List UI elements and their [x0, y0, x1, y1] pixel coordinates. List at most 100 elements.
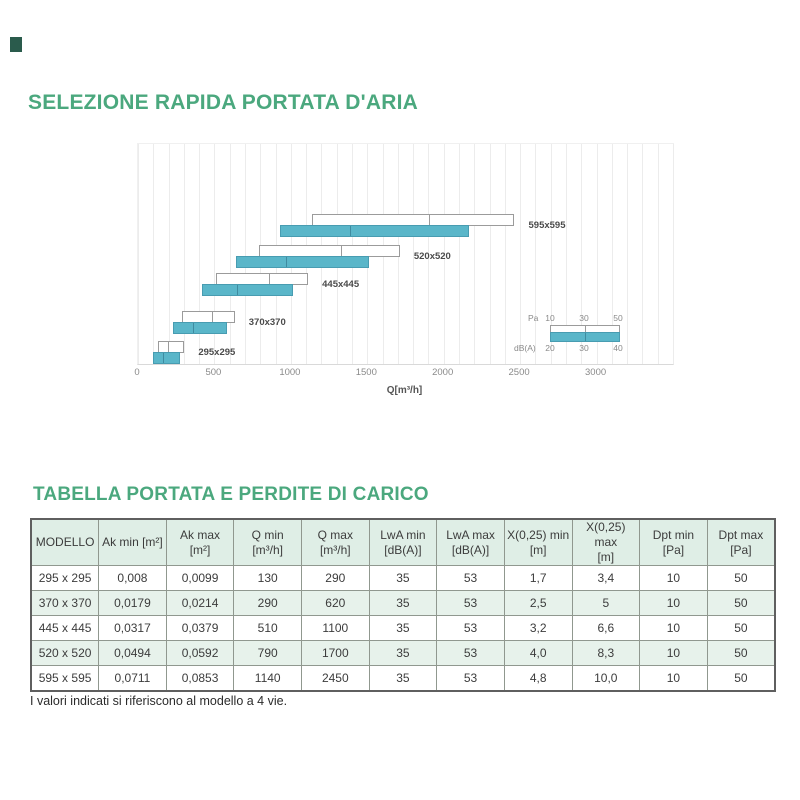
- column-header-line1: Q min: [251, 527, 284, 542]
- table-row: 595 x 595 0,0711 0,0853 1140 2450 35 53 4,8 10,0…: [30, 665, 776, 692]
- table-cell: 0,0317: [98, 615, 167, 641]
- gridline: [168, 144, 170, 364]
- column-header-line2: [dB(A)]: [451, 542, 490, 557]
- table-cell: 3,4: [571, 565, 641, 591]
- dba-bar-divider: [193, 323, 195, 333]
- table-cell: 0,0494: [98, 640, 167, 666]
- gridline: [642, 144, 644, 364]
- x-tick-label: 1000: [279, 367, 301, 378]
- gridline: [596, 144, 598, 364]
- table-cell: 790: [233, 640, 302, 666]
- table-cell: 10: [639, 565, 708, 591]
- gridline: [199, 144, 201, 364]
- table-cell: 1700: [301, 640, 370, 666]
- table-cell: 370 x 370: [30, 590, 100, 616]
- x-tick-label: 3000: [585, 367, 607, 378]
- table-header-row: MODELLO Ak min [m²] Ak max [m²] Q min [m³/h]…: [30, 518, 776, 566]
- table-cell: 50: [706, 665, 776, 692]
- legend-pa-tick: 30: [579, 313, 589, 323]
- column-header-line2: [m]: [529, 542, 547, 557]
- legend-dba-bar: [550, 332, 620, 342]
- column-header-line2: [m]: [597, 550, 615, 564]
- column-header-line1: MODELLO: [35, 535, 95, 549]
- column-header-line2: [Pa]: [730, 542, 752, 557]
- dba-range-bar-295x295: [153, 352, 181, 364]
- table-cell: 50: [706, 615, 776, 641]
- table-cell: 1100: [301, 615, 370, 641]
- gridline: [627, 144, 629, 364]
- table-cell: 2,5: [503, 590, 573, 616]
- column-header: Dpt min [Pa]: [639, 518, 708, 566]
- table-cell: 0,0711: [98, 665, 167, 692]
- gridline: [489, 144, 491, 364]
- column-header: Dpt max [Pa]: [706, 518, 776, 566]
- gridline: [673, 144, 674, 364]
- gridline: [443, 144, 445, 364]
- dba-range-bar-445x445: [202, 284, 293, 296]
- column-header-line2: [m³/h]: [252, 542, 284, 557]
- pa-bar-divider: [340, 246, 342, 256]
- legend-pa-divider: [585, 326, 586, 332]
- table-cell: 510: [233, 615, 302, 641]
- table-cell: 35: [368, 565, 438, 591]
- gridline: [459, 144, 460, 364]
- table-cell: 50: [706, 565, 776, 591]
- column-header-line1: Q max: [317, 527, 353, 542]
- table-cell: 53: [436, 615, 505, 641]
- column-header-line1: Dpt max: [718, 527, 764, 542]
- dba-bar-divider: [349, 226, 351, 236]
- x-tick-label: 2000: [432, 367, 454, 378]
- column-header: Q min [m³/h]: [233, 518, 302, 566]
- column-header-line1: X(0,25) max: [586, 520, 626, 549]
- table-cell: 35: [368, 640, 438, 666]
- column-header-line1: Ak max [m²]: [180, 527, 221, 557]
- table-cell: 53: [436, 665, 505, 692]
- x-tick-label: 500: [205, 367, 222, 378]
- table-cell: 0,0379: [165, 615, 235, 641]
- column-header: LwA min [dB(A)]: [368, 518, 438, 566]
- table-cell: 50: [706, 640, 776, 666]
- column-header: X(0,25) min [m]: [503, 518, 573, 566]
- table-cell: 10: [639, 640, 708, 666]
- table-cell: 0,0592: [165, 640, 235, 666]
- table-cell: 35: [368, 590, 438, 616]
- pa-bar-divider: [429, 215, 431, 225]
- column-header: Ak min [m²]: [98, 518, 167, 566]
- chart-x-axis: 0 500 1000 1500 2000 2500 3000: [134, 367, 672, 380]
- table-cell: 0,008: [98, 565, 167, 591]
- gridline: [535, 144, 537, 364]
- airflow-selection-chart: 295x295 370x370 445x445 520x520 595x595 Pa 10 3…: [137, 143, 674, 365]
- table-cell: 595 x 595: [30, 665, 100, 692]
- gridline: [214, 144, 216, 364]
- table-cell: 10: [639, 590, 708, 616]
- pa-bar-divider: [168, 342, 170, 352]
- gridline: [657, 144, 659, 364]
- gridline: [183, 144, 185, 364]
- legend-dba-label: dB(A): [514, 343, 536, 353]
- table-cell: 620: [301, 590, 370, 616]
- column-header: LwA max [dB(A)]: [436, 518, 505, 566]
- footnote: I valori indicati si riferiscono al mode…: [30, 694, 288, 708]
- column-header-line1: Dpt min [Pa]: [652, 527, 695, 557]
- column-header-line1: LwA min: [380, 527, 426, 542]
- table-cell: 1,7: [503, 565, 573, 591]
- table-cell: 1140: [233, 665, 302, 692]
- table-header: MODELLO Ak min [m²] Ak max [m²] Q min [m³/h]…: [30, 518, 776, 566]
- table-cell: 2450: [301, 665, 370, 692]
- table-row: 295 x 295 0,008 0,0099 130 290 35 53 1,7 3,4 10 50: [30, 565, 776, 591]
- column-header: Q max [m³/h]: [301, 518, 370, 566]
- legend-dba-tick: 30: [579, 343, 589, 353]
- legend-dba-tick: 20: [545, 343, 555, 353]
- model-size-label: 295x295: [198, 347, 236, 358]
- model-size-label: 370x370: [248, 317, 286, 328]
- dba-bar-divider: [163, 353, 165, 363]
- table-cell: 5: [571, 590, 641, 616]
- table-cell: 295 x 295: [30, 565, 100, 591]
- table-cell: 35: [368, 615, 438, 641]
- gridline: [153, 144, 155, 364]
- table-cell: 3,2: [503, 615, 573, 641]
- table-cell: 0,0214: [165, 590, 235, 616]
- table-body: 295 x 295 0,008 0,0099 130 290 35 53 1,7 3,4 10 50…: [30, 565, 776, 692]
- dba-bar-divider: [285, 257, 287, 267]
- table-cell: 445 x 445: [30, 615, 100, 641]
